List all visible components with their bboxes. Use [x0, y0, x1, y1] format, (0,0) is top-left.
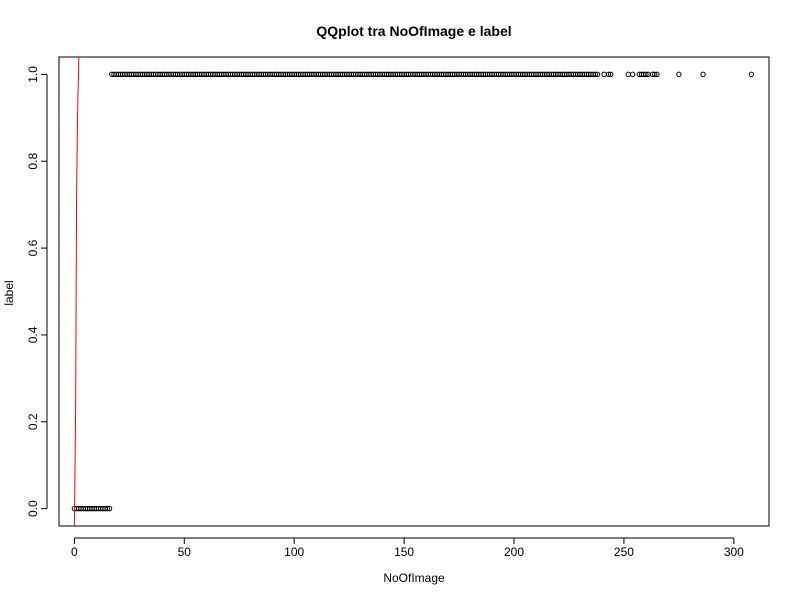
chart-title: QQplot tra NoOfImage e label — [316, 23, 511, 39]
data-point — [592, 71, 599, 78]
y-axis-label: label — [2, 280, 16, 305]
x-tick-label: 150 — [394, 545, 414, 559]
x-tick-label: 200 — [504, 545, 524, 559]
y-tick-label: 0.8 — [26, 153, 40, 170]
x-tick-label: 250 — [614, 545, 634, 559]
data-point — [625, 71, 632, 78]
x-axis: 0 50 100 150 200 250 300 — [71, 537, 744, 559]
data-point — [748, 71, 755, 78]
y-tick-label: 0.2 — [26, 413, 40, 430]
data-point — [700, 71, 706, 78]
reference-line-path — [73, 56, 80, 527]
x-tick-label: 100 — [284, 545, 304, 559]
data-point — [594, 71, 601, 78]
data-point — [608, 71, 614, 78]
data-point — [654, 71, 660, 78]
data-point — [643, 71, 649, 78]
y-tick-label: 1.0 — [26, 66, 40, 83]
data-point — [676, 71, 682, 78]
y-axis: 0.0 0.2 0.4 0.6 0.8 1.0 — [26, 66, 48, 517]
y-tick-label: 0.4 — [26, 326, 40, 343]
x-axis-label: NoOfImage — [383, 571, 445, 585]
data-point — [106, 505, 113, 512]
x-tick-label: 0 — [71, 545, 78, 559]
data-point — [630, 71, 636, 78]
data-point — [605, 71, 612, 78]
y-tick-label: 0.6 — [26, 239, 40, 256]
x-tick-label: 300 — [724, 545, 744, 559]
data-points — [71, 71, 755, 512]
data-point — [104, 505, 111, 512]
x-tick-label: 50 — [178, 545, 192, 559]
y-tick-label: 0.0 — [26, 500, 40, 517]
data-point — [601, 71, 607, 78]
reference-line — [73, 56, 80, 527]
data-point — [651, 71, 658, 78]
plot-area-frame — [58, 56, 770, 527]
